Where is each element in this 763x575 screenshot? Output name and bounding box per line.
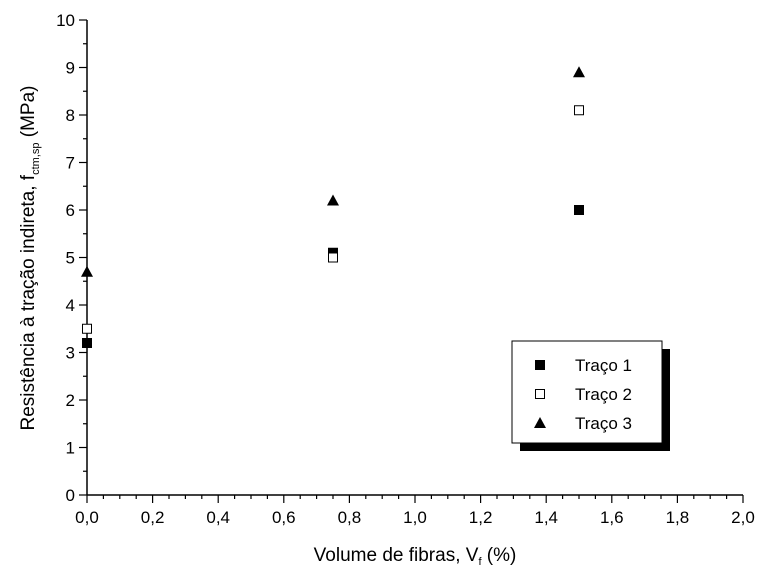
y-axis-title-main: Resistência à tração indireta, f — [18, 174, 39, 430]
series-3-point — [81, 265, 93, 277]
y-tick-label: 5 — [66, 249, 75, 268]
series-3-point — [327, 194, 339, 206]
x-tick-label: 0,6 — [272, 508, 296, 527]
legend-marker-1 — [535, 360, 545, 370]
y-tick-label: 6 — [66, 201, 75, 220]
x-tick-label: 1,0 — [403, 508, 427, 527]
series-2-point — [82, 323, 92, 334]
y-tick-label: 2 — [66, 391, 75, 410]
x-axis-title-sub: f — [478, 556, 482, 568]
y-tick-labels: 0 1 2 3 4 5 6 7 8 9 10 — [56, 11, 75, 505]
x-axis-title: Volume de fibras, Vf (%) — [314, 545, 517, 568]
y-tick-label: 10 — [56, 11, 75, 30]
x-axis-title-main: Volume de fibras, V — [314, 545, 479, 566]
series-2-point — [328, 252, 338, 263]
y-tick-label: 0 — [66, 486, 75, 505]
y-axis-title-tail: (MPa) — [18, 86, 39, 143]
x-tick-label: 0,2 — [141, 508, 165, 527]
x-tick-label: 0,4 — [206, 508, 230, 527]
data-points — [81, 66, 585, 348]
x-tick-label: 1,4 — [534, 508, 558, 527]
y-tick-label: 1 — [66, 439, 75, 458]
legend-label-2: Traço 2 — [575, 385, 632, 404]
x-tick-label: 0,8 — [338, 508, 362, 527]
x-tick-label: 2,0 — [731, 508, 755, 527]
y-tick-label: 9 — [66, 59, 75, 78]
y-tick-label: 4 — [66, 296, 75, 315]
series-3-point — [573, 66, 585, 78]
y-tick-label: 8 — [66, 106, 75, 125]
x-tick-labels: 0,0 0,2 0,4 0,6 0,8 1,0 1,2 1,4 1,6 1,8 2,0 — [75, 508, 755, 527]
x-tick-label: 1,2 — [469, 508, 493, 527]
series-2-point — [574, 105, 584, 116]
series-1-point — [82, 338, 92, 348]
series-1-point — [574, 205, 584, 215]
x-tick-label: 0,0 — [75, 508, 99, 527]
legend-marker-3 — [534, 417, 546, 428]
legend-label-1: Traço 1 — [575, 356, 632, 375]
axis-ticks — [79, 19, 744, 503]
x-tick-label: 1,6 — [600, 508, 624, 527]
x-tick-label: 1,8 — [666, 508, 690, 527]
y-axis-title-sub: ctm,sp — [30, 143, 42, 175]
legend-label-3: Traço 3 — [575, 414, 632, 433]
y-tick-label: 3 — [66, 344, 75, 363]
legend-marker-2 — [535, 389, 545, 399]
y-axis-title: Resistência à tração indireta, fctm,sp (… — [18, 86, 42, 431]
y-tick-label: 7 — [66, 154, 75, 173]
legend: Traço 1 Traço 2 Traço 3 — [511, 340, 670, 451]
x-axis-title-tail: (%) — [482, 545, 517, 566]
